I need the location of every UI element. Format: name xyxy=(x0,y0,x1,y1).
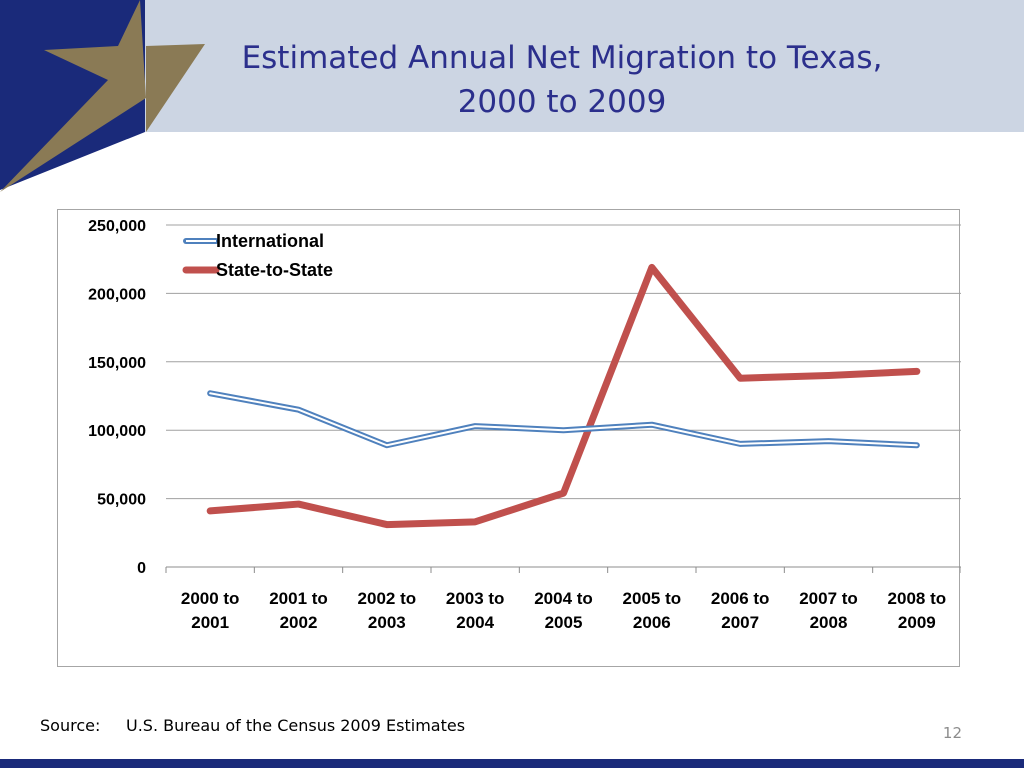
line-chart: 0 50,000 100,000 150,000 200,000 250,000 2000 … xyxy=(88,218,961,632)
x-tick-label: 2004 xyxy=(456,613,494,632)
series-line-international xyxy=(207,390,920,449)
footer-bar xyxy=(0,759,1024,768)
title-line-1: Estimated Annual Net Migration to Texas, xyxy=(241,40,883,76)
x-tick-label: 2003 to xyxy=(446,589,505,608)
x-tick-label: 2008 to xyxy=(888,589,947,608)
x-tick-label: 2003 xyxy=(368,613,406,632)
x-tick-label: 2007 to xyxy=(799,589,858,608)
star-logo-icon xyxy=(0,0,205,192)
x-tick-label: 2008 xyxy=(810,613,848,632)
legend-label-international: International xyxy=(216,231,324,251)
y-tick-label: 200,000 xyxy=(88,286,146,303)
slide-title: Estimated Annual Net Migration to Texas,… xyxy=(200,36,924,124)
legend-label-state-to-state: State-to-State xyxy=(216,260,333,280)
source-note: Source: U.S. Bureau of the Census 2009 Es… xyxy=(40,716,465,735)
y-tick-label: 100,000 xyxy=(88,423,146,440)
x-tick-label: 2009 xyxy=(898,613,936,632)
x-tick-label: 2007 xyxy=(721,613,759,632)
y-tick-label: 0 xyxy=(137,560,146,577)
series-line-state-to-state xyxy=(206,263,921,529)
chart-frame: 0 50,000 100,000 150,000 200,000 250,000 2000 … xyxy=(57,209,961,667)
y-tick-label: 250,000 xyxy=(88,218,146,235)
x-tick-label: 2000 to xyxy=(181,589,240,608)
x-tick-label: 2001 xyxy=(191,613,229,632)
title-line-2: 2000 to 2009 xyxy=(457,84,667,120)
x-tick-label: 2002 xyxy=(280,613,318,632)
x-tick-label: 2002 to xyxy=(358,589,417,608)
x-tick-label: 2005 xyxy=(545,613,583,632)
source-label: Source: xyxy=(40,716,101,735)
series-line-international-inner xyxy=(209,392,918,447)
x-tick-label: 2001 to xyxy=(269,589,328,608)
y-tick-label: 150,000 xyxy=(88,355,146,372)
x-tick-label: 2004 to xyxy=(534,589,593,608)
page-number: 12 xyxy=(942,724,962,742)
x-tick-label: 2006 to xyxy=(711,589,770,608)
y-tick-label: 50,000 xyxy=(97,492,146,509)
x-tick-label: 2006 xyxy=(633,613,671,632)
x-tick-label: 2005 to xyxy=(623,589,682,608)
source-text: U.S. Bureau of the Census 2009 Estimates xyxy=(126,716,466,735)
